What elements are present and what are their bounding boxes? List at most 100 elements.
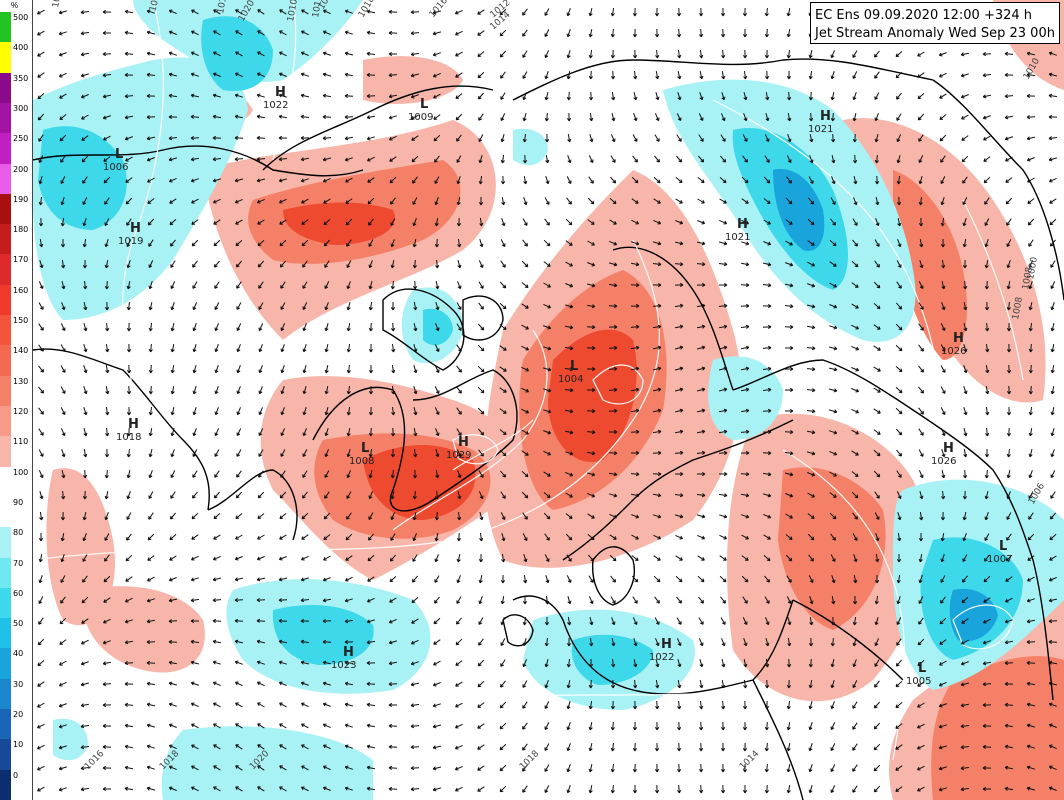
wind-arrow — [1006, 301, 1011, 311]
wind-arrow — [390, 302, 396, 311]
wind-arrow — [1027, 218, 1035, 226]
wind-arrow — [367, 576, 375, 582]
wind-arrow — [235, 786, 243, 792]
wind-arrow — [565, 533, 573, 541]
wind-arrow — [170, 343, 175, 353]
wind-arrow — [1048, 765, 1057, 771]
wind-arrow — [742, 155, 748, 163]
wind-arrow — [190, 618, 199, 624]
wind-arrow — [543, 282, 551, 288]
wind-arrow — [168, 30, 177, 35]
wind-arrow — [38, 344, 44, 352]
wind-arrow — [896, 134, 902, 143]
wind-arrow — [873, 470, 881, 478]
wind-arrow — [632, 7, 638, 17]
wind-arrow — [521, 303, 529, 309]
wind-arrow — [366, 9, 376, 14]
wind-arrow — [588, 49, 593, 59]
legend-swatch — [0, 678, 11, 710]
wind-arrow — [916, 723, 925, 729]
wind-arrow — [256, 577, 266, 582]
wind-arrow — [896, 596, 901, 605]
wind-arrow — [610, 721, 615, 731]
wind-arrow — [655, 679, 660, 689]
wind-arrow — [235, 51, 243, 57]
wind-arrow — [81, 596, 89, 604]
wind-arrow — [366, 744, 376, 749]
wind-arrow — [940, 239, 946, 248]
wind-arrow — [763, 493, 772, 498]
wind-arrow — [808, 575, 814, 584]
wind-arrow — [1050, 239, 1056, 247]
wind-arrow — [278, 556, 287, 561]
wind-arrow — [852, 50, 858, 58]
wind-arrow — [852, 616, 857, 626]
wind-arrow — [257, 513, 265, 519]
wind-arrow — [279, 534, 287, 540]
wind-arrow — [543, 492, 551, 498]
wind-arrow — [784, 387, 794, 393]
wind-arrow — [610, 700, 616, 710]
wind-arrow — [190, 598, 200, 603]
pressure-value: 1026 — [931, 456, 956, 467]
wind-arrow — [807, 492, 815, 498]
wind-arrow — [983, 135, 991, 141]
wind-arrow — [896, 617, 902, 626]
wind-arrow — [125, 197, 133, 205]
wind-arrow — [170, 386, 175, 395]
wind-arrow — [499, 50, 507, 58]
wind-arrow — [565, 451, 574, 456]
wind-arrow — [896, 196, 902, 206]
legend-label: 250 — [13, 134, 29, 144]
wind-arrow — [257, 240, 265, 247]
wind-arrow — [897, 239, 902, 248]
wind-arrow — [632, 785, 638, 794]
wind-arrow — [521, 471, 529, 478]
wind-arrow — [566, 764, 571, 773]
wind-arrow — [1050, 260, 1056, 268]
wind-arrow — [785, 197, 793, 205]
wind-arrow — [808, 112, 814, 122]
wind-arrow — [830, 616, 836, 626]
wind-arrow — [410, 744, 420, 750]
wind-arrow — [235, 30, 243, 36]
wind-arrow — [807, 261, 816, 267]
wind-arrow — [963, 407, 968, 416]
wind-arrow — [741, 241, 750, 246]
wind-arrow — [609, 429, 618, 435]
wind-arrow — [918, 386, 924, 394]
wind-arrow — [982, 702, 992, 708]
wind-arrow — [565, 240, 573, 246]
wind-arrow — [630, 493, 640, 498]
wind-arrow — [873, 387, 881, 393]
wind-arrow — [565, 492, 573, 498]
wind-arrow — [477, 9, 485, 15]
wind-arrow — [633, 679, 638, 689]
wind-arrow — [831, 596, 836, 605]
wind-arrow — [830, 743, 836, 752]
wind-arrow — [322, 93, 331, 98]
wind-arrow — [257, 9, 265, 15]
wind-arrow — [984, 533, 990, 541]
wind-arrow — [940, 596, 946, 604]
wind-arrow — [608, 262, 618, 267]
wind-arrow — [148, 406, 153, 416]
wind-arrow — [258, 365, 263, 374]
wind-arrow — [124, 681, 134, 687]
wind-arrow — [60, 344, 66, 352]
wind-arrow — [544, 764, 550, 772]
wind-arrow — [720, 763, 726, 773]
wind-arrow — [565, 513, 573, 519]
wind-arrow — [82, 511, 87, 521]
wind-arrow — [522, 764, 528, 772]
wind-arrow — [1050, 281, 1056, 290]
wind-arrow — [698, 638, 704, 647]
wind-arrow — [741, 534, 749, 540]
wind-arrow — [852, 112, 857, 122]
wind-arrow — [432, 682, 441, 687]
wind-arrow — [851, 491, 859, 499]
wind-arrow — [674, 303, 684, 308]
wind-arrow — [366, 619, 375, 624]
wind-arrow — [235, 219, 243, 225]
wind-arrow — [105, 386, 110, 395]
